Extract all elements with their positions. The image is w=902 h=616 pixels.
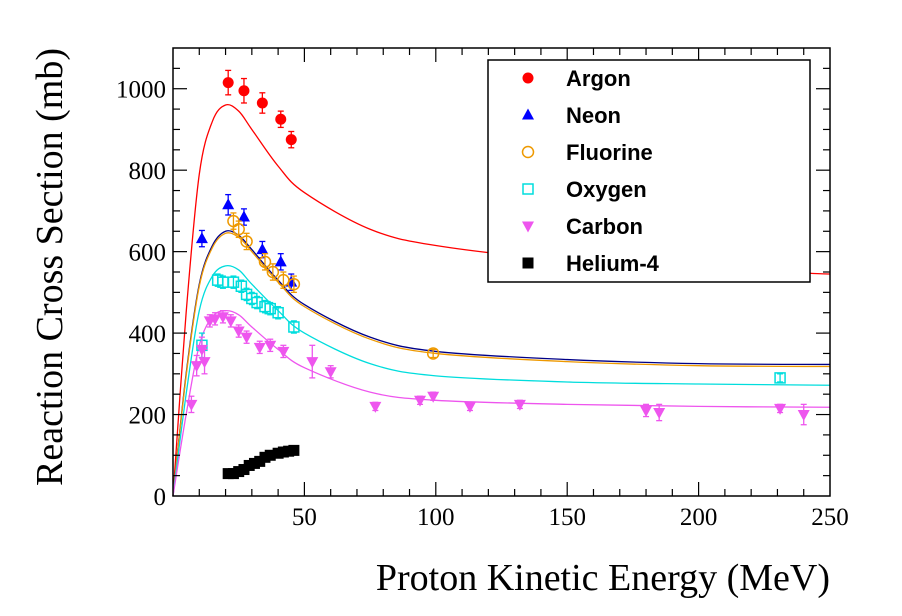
y-tick-label: 200 [129,403,167,430]
legend-marker-fluorine [521,145,535,159]
series-helium-4 [222,444,300,480]
data-points [185,69,810,480]
legend-marker-neon [522,108,534,120]
data-point-carbon [513,399,526,411]
data-point-fluorine [287,277,301,291]
tick-labels: 50 100 150 200 250 0 200 400 600 800 1000 [116,77,849,531]
data-point-carbon [224,316,237,328]
axis-ticks [173,48,830,496]
x-tick-label: 200 [680,504,718,531]
x-tick-label: 250 [811,504,849,531]
legend-label-carbon: Carbon [566,214,643,239]
data-point-carbon [185,399,198,411]
data-point-argon [285,134,297,146]
data-point-carbon [797,410,810,422]
data-point-carbon [264,340,277,352]
y-axis-title: Reaction Cross Section (mb) [29,48,71,486]
data-point-carbon [216,312,229,324]
legend-box [487,59,811,283]
data-point-carbon [324,367,337,379]
data-point-carbon [306,357,319,369]
legend: Argon Neon Fluorine Oxygen Carbon Helium-4 [487,59,811,283]
legend-label-fluorine: Fluorine [566,140,653,165]
legend-marker-argon [522,72,534,84]
data-point-carbon [240,332,253,344]
x-tick-label: 100 [417,504,455,531]
legend-label-argon: Argon [566,66,631,91]
data-point-carbon [427,391,440,403]
data-point-fluorine [240,235,253,248]
data-point-helium-4 [264,449,276,461]
data-point-fluorine [266,265,280,279]
data-point-neon [274,255,287,267]
y-tick-label: 0 [154,484,167,511]
y-tick-label: 600 [129,240,167,267]
data-point-carbon [195,344,208,356]
data-point-fluorine [426,347,440,360]
data-point-fluorine [232,222,245,236]
data-point-argon [275,113,287,125]
data-point-carbon [369,401,382,413]
data-point-helium-4 [288,444,300,456]
legend-marker-carbon [522,221,534,233]
x-tick-label: 50 [292,504,317,531]
data-point-argon [256,97,268,109]
legend-label-helium-4: Helium-4 [566,251,660,276]
data-point-carbon [190,361,203,373]
data-point-neon [195,232,208,244]
data-point-fluorine [277,273,290,287]
fit-curve-oxygen [172,264,831,497]
data-point-carbon [774,403,787,415]
data-point-argon [222,77,234,89]
data-point-oxygen [774,372,786,384]
data-point-oxygen [227,276,240,288]
legend-marker-oxygen [522,183,534,195]
data-point-carbon [640,405,653,417]
series-carbon [185,310,810,426]
data-point-carbon [463,401,476,413]
data-point-oxygen [251,296,263,309]
data-point-carbon [414,395,427,407]
x-axis-title: Proton Kinetic Energy (MeV) [376,557,830,599]
data-point-oxygen [264,302,276,315]
data-point-oxygen [288,321,300,333]
legend-label-neon: Neon [566,103,621,128]
y-tick-label: 400 [129,321,167,348]
data-point-fluorine [258,255,272,269]
data-point-carbon [198,357,211,369]
series-argon [222,69,297,149]
fit-curve-carbon [172,310,831,497]
y-tick-label: 800 [129,158,167,185]
data-point-neon [222,198,235,210]
legend-marker-helium-4 [522,257,534,269]
data-point-carbon [277,346,290,358]
data-point-carbon [253,342,266,354]
data-point-carbon [209,314,222,326]
legend-label-oxygen: Oxygen [566,177,647,202]
x-tick-label: 150 [548,504,586,531]
data-point-carbon [653,408,666,420]
data-point-neon [237,210,250,222]
y-tick-label: 1000 [116,77,166,104]
series-fluorine [227,212,440,360]
data-point-neon [256,243,269,255]
data-point-argon [238,85,250,97]
data-point-oxygen [272,306,284,319]
series-oxygen [196,273,786,384]
data-point-carbon [232,326,245,338]
